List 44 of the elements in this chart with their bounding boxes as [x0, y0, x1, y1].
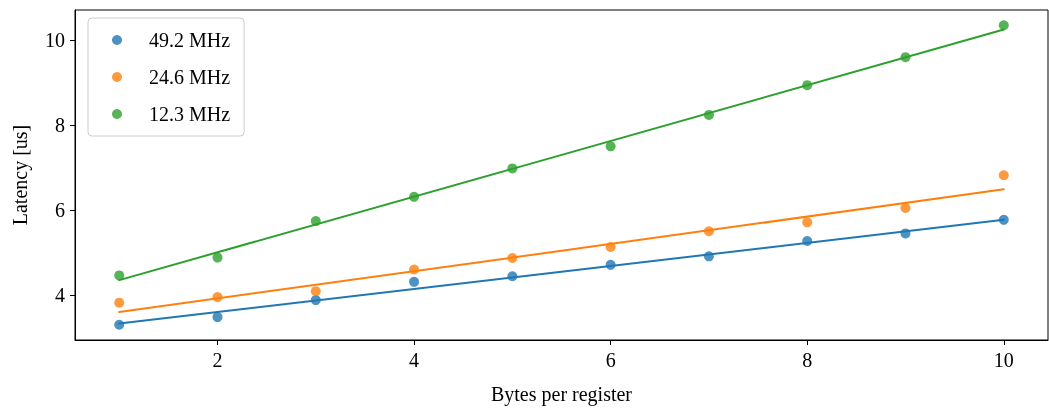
- legend-label: 49.2 MHz: [149, 29, 231, 51]
- point: [605, 241, 616, 252]
- point: [900, 52, 911, 63]
- point: [998, 20, 1009, 31]
- point: [114, 297, 125, 308]
- point: [409, 264, 420, 275]
- point: [900, 228, 911, 239]
- point: [507, 271, 518, 282]
- point: [212, 292, 223, 303]
- x-tick-label: 10: [993, 349, 1014, 371]
- point: [703, 226, 714, 237]
- x-tick-label: 6: [605, 349, 616, 371]
- point: [802, 217, 813, 228]
- point: [507, 253, 518, 264]
- point: [212, 312, 223, 323]
- x-tick-label: 8: [802, 349, 813, 371]
- point: [802, 80, 813, 91]
- y-tick-label: 6: [55, 199, 65, 222]
- point: [507, 163, 518, 174]
- x-tick-label: 4: [409, 349, 420, 371]
- point: [310, 295, 321, 306]
- point: [703, 251, 714, 262]
- legend-label: 12.3 MHz: [149, 103, 231, 125]
- point: [605, 259, 616, 270]
- y-tick-label: 10: [45, 29, 65, 52]
- point: [605, 141, 616, 152]
- y-axis-title: Latency [us]: [9, 124, 32, 226]
- point: [998, 214, 1009, 225]
- point: [703, 109, 714, 120]
- legend-label: 24.6 MHz: [149, 66, 231, 88]
- point: [998, 170, 1009, 181]
- point: [900, 202, 911, 213]
- point: [802, 236, 813, 247]
- point: [212, 252, 223, 263]
- point: [409, 191, 420, 202]
- y-tick-label: 4: [55, 283, 65, 306]
- point: [114, 270, 125, 281]
- point: [114, 319, 125, 330]
- point: [409, 276, 420, 287]
- point: [310, 216, 321, 227]
- point: [310, 286, 321, 297]
- x-axis-title: Bytes per register: [490, 383, 633, 406]
- y-tick-label: 8: [55, 114, 65, 137]
- x-tick-label: 2: [212, 349, 223, 371]
